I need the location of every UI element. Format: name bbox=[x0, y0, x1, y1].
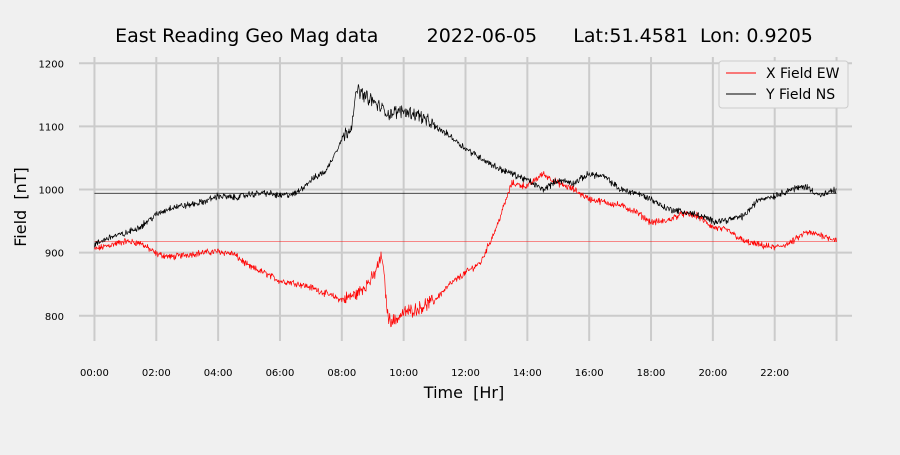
tick-labels: 00:00 02:00 04:00 06:00 08:00 10:00 12:00 14:00… bbox=[39, 59, 790, 379]
legend-label-x-field: X Field EW bbox=[766, 66, 840, 82]
x-tick-label: 14:00 bbox=[513, 368, 542, 379]
x-tick-label: 22:00 bbox=[760, 368, 789, 379]
x-tick-label: 16:00 bbox=[575, 368, 604, 379]
y-tick-label: 900 bbox=[45, 249, 64, 260]
chart-title: East Reading Geo Mag data 2022-06-05 Lat… bbox=[115, 25, 813, 47]
legend-label-y-field: Y Field NS bbox=[765, 87, 835, 103]
x-tick-label: 08:00 bbox=[327, 368, 356, 379]
x-tick-label: 20:00 bbox=[698, 368, 727, 379]
series-lines bbox=[94, 84, 837, 328]
y-tick-label: 800 bbox=[45, 312, 64, 323]
x-axis-label: Time [Hr] bbox=[423, 383, 504, 402]
y-axis-label: Field [nT] bbox=[11, 167, 30, 247]
baselines bbox=[94, 192, 837, 242]
x-tick-label: 00:00 bbox=[80, 368, 109, 379]
x-tick-label: 02:00 bbox=[142, 368, 171, 379]
legend: X Field EW Y Field NS bbox=[718, 60, 849, 109]
y-tick-label: 1000 bbox=[39, 186, 64, 197]
x-tick-label: 18:00 bbox=[637, 368, 666, 379]
y-tick-label: 1100 bbox=[39, 122, 64, 133]
x-tick-label: 12:00 bbox=[451, 368, 480, 379]
y-tick-label: 1200 bbox=[39, 59, 64, 70]
series-line-y-field bbox=[94, 84, 837, 248]
x-tick-label: 10:00 bbox=[389, 368, 418, 379]
series-line-x-field bbox=[94, 171, 837, 328]
x-tick-label: 04:00 bbox=[204, 368, 233, 379]
x-tick-label: 06:00 bbox=[266, 368, 295, 379]
